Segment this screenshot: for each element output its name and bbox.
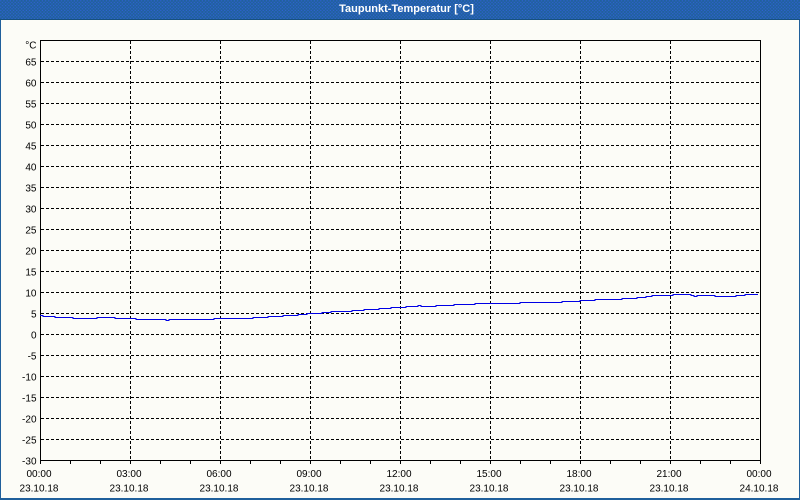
svg-text:12:00: 12:00 <box>386 469 411 480</box>
svg-text:23.10.18: 23.10.18 <box>380 484 419 495</box>
svg-text:20: 20 <box>25 247 37 258</box>
svg-text:23.10.18: 23.10.18 <box>200 484 239 495</box>
svg-text:40: 40 <box>25 163 37 174</box>
svg-text:30: 30 <box>25 205 37 216</box>
svg-text:00:00: 00:00 <box>26 469 51 480</box>
svg-text:-15: -15 <box>22 394 37 405</box>
svg-text:23.10.18: 23.10.18 <box>470 484 509 495</box>
svg-text:00:00: 00:00 <box>746 469 771 480</box>
svg-text:35: 35 <box>25 184 37 195</box>
svg-text:0: 0 <box>31 331 37 342</box>
svg-text:50: 50 <box>25 121 37 132</box>
svg-text:03:00: 03:00 <box>116 469 141 480</box>
svg-text:65: 65 <box>25 58 37 69</box>
svg-text:5: 5 <box>31 310 37 321</box>
svg-text:23.10.18: 23.10.18 <box>560 484 599 495</box>
svg-text:60: 60 <box>25 79 37 90</box>
svg-text:10: 10 <box>25 289 37 300</box>
svg-text:-20: -20 <box>22 415 37 426</box>
svg-text:-30: -30 <box>22 457 37 468</box>
svg-text:23.10.18: 23.10.18 <box>290 484 329 495</box>
svg-text:23.10.18: 23.10.18 <box>20 484 59 495</box>
svg-text:23.10.18: 23.10.18 <box>650 484 689 495</box>
svg-text:21:00: 21:00 <box>656 469 681 480</box>
svg-text:18:00: 18:00 <box>566 469 591 480</box>
svg-text:45: 45 <box>25 142 37 153</box>
svg-text:25: 25 <box>25 226 37 237</box>
svg-text:23.10.18: 23.10.18 <box>110 484 149 495</box>
svg-text:-25: -25 <box>22 436 37 447</box>
svg-text:15:00: 15:00 <box>476 469 501 480</box>
svg-text:15: 15 <box>25 268 37 279</box>
svg-text:°C: °C <box>25 41 36 52</box>
svg-text:55: 55 <box>25 100 37 111</box>
svg-text:06:00: 06:00 <box>206 469 231 480</box>
svg-text:24.10.18: 24.10.18 <box>740 484 779 495</box>
svg-text:-5: -5 <box>28 352 37 363</box>
svg-text:09:00: 09:00 <box>296 469 321 480</box>
svg-text:-10: -10 <box>22 373 37 384</box>
